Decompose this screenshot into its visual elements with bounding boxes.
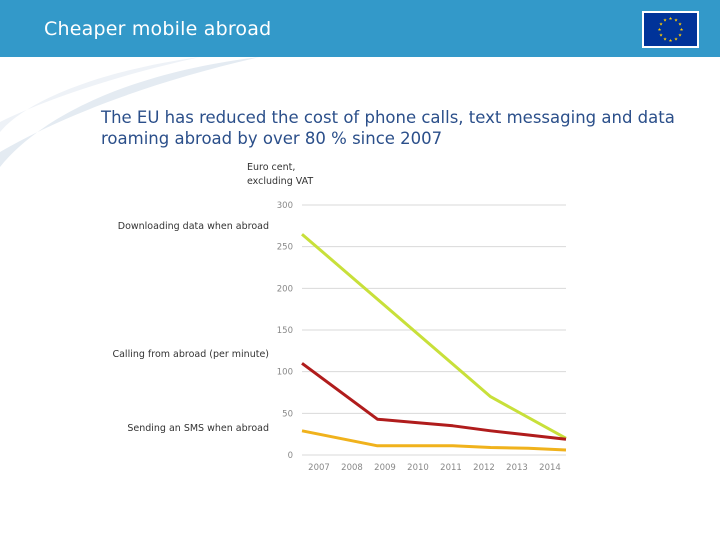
flag-star-icon: ★ bbox=[663, 18, 667, 24]
y-tick-label: 300 bbox=[277, 201, 293, 211]
x-tick-label: 2014 bbox=[539, 463, 561, 473]
y-tick-label: 100 bbox=[277, 368, 293, 378]
x-tick-label: 2012 bbox=[473, 463, 495, 473]
series-line-calls bbox=[301, 362, 567, 441]
series-label-sms: Sending an SMS when abroad bbox=[127, 423, 269, 434]
series-line-sms bbox=[301, 429, 567, 452]
x-tick-label: 2009 bbox=[374, 463, 396, 473]
x-tick-label: 2007 bbox=[308, 463, 330, 473]
flag-star-icon: ★ bbox=[668, 16, 672, 22]
y-tick-label: 250 bbox=[277, 243, 293, 253]
x-tick-label: 2013 bbox=[506, 463, 528, 473]
x-tick-label: 2011 bbox=[440, 463, 462, 473]
unit-label-line2: excluding VAT bbox=[247, 176, 313, 187]
flag-star-icon: ★ bbox=[679, 27, 683, 33]
flag-star-icon: ★ bbox=[678, 22, 682, 28]
x-tick-label: 2010 bbox=[407, 463, 429, 473]
y-tick-label: 200 bbox=[277, 284, 293, 294]
flag-star-icon: ★ bbox=[674, 18, 678, 24]
slide-subtitle: The EU has reduced the cost of phone cal… bbox=[101, 108, 675, 148]
title-bar bbox=[0, 0, 720, 57]
flag-star-icon: ★ bbox=[659, 22, 663, 28]
flag-star-icon: ★ bbox=[657, 27, 661, 33]
flag-star-icon: ★ bbox=[678, 33, 682, 39]
flag-star-icon: ★ bbox=[663, 37, 667, 43]
y-tick-label: 50 bbox=[282, 409, 293, 419]
y-tick-label: 150 bbox=[277, 326, 293, 336]
eu-flag-icon: ★ ★★★★★★★★★★★ bbox=[642, 11, 699, 48]
flag-star-icon: ★ bbox=[659, 33, 663, 39]
series-line-data bbox=[301, 233, 567, 440]
flag-star-icon: ★ bbox=[668, 38, 672, 44]
slide-title: Cheaper mobile abroad bbox=[44, 18, 272, 40]
series-label-calls: Calling from abroad (per minute) bbox=[112, 349, 269, 360]
series-label-data: Downloading data when abroad bbox=[118, 221, 269, 232]
flag-star-icon: ★ bbox=[674, 37, 678, 43]
y-tick-label: 0 bbox=[288, 451, 293, 461]
unit-label-line1: Euro cent, bbox=[247, 162, 295, 173]
x-tick-label: 2008 bbox=[341, 463, 363, 473]
